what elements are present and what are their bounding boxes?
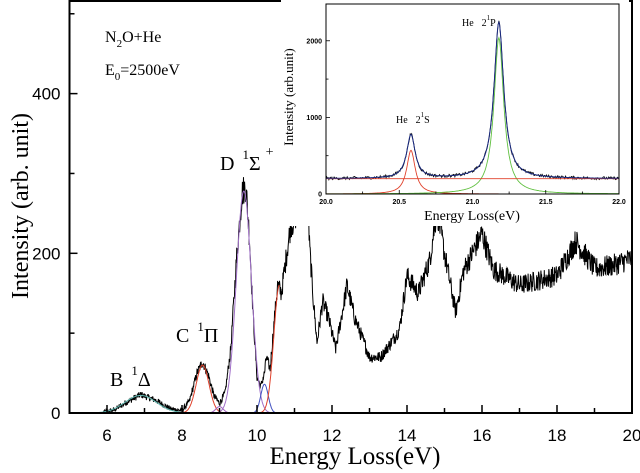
y-tick-label: 0 xyxy=(51,404,60,423)
inset-x-tick-label: 20.0 xyxy=(319,199,333,206)
inset-x-tick-label: 21.0 xyxy=(466,199,480,206)
inset-plot: 20.0 20.5 21.0 21.5 22.0 0 1000 2000 xyxy=(281,0,629,226)
inset-x-tick-label: 20.5 xyxy=(392,199,406,206)
state-c-label: C 1Π xyxy=(176,319,218,347)
inset-x-tick-label: 22.0 xyxy=(612,199,626,206)
x-tick-label: 14 xyxy=(398,426,417,445)
x-tick-label: 10 xyxy=(248,426,267,445)
inset-total-fit-line xyxy=(326,20,619,179)
x-tick-label: 8 xyxy=(177,426,186,445)
inset-x-axis-label: Energy Loss(eV) xyxy=(424,209,520,224)
y-tick-label: 200 xyxy=(32,244,60,263)
x-tick-label: 16 xyxy=(473,426,492,445)
x-tick-label: 12 xyxy=(323,426,342,445)
inset-y-axis-label: Intensity (arb.unit) xyxy=(281,48,296,145)
x-tick-label: 20 xyxy=(623,426,640,445)
x-tick-label: 6 xyxy=(102,426,111,445)
state-d-label: D 1Σ+ xyxy=(220,145,274,175)
spectrum-line xyxy=(69,133,633,414)
inset-peak-label-he-2s: He 21S xyxy=(396,111,430,126)
inset-peak-label-he-2p: He 21P xyxy=(462,14,496,29)
inset-y-tick-label: 0 xyxy=(318,192,322,199)
inset-y-tick-label: 2000 xyxy=(306,38,322,45)
x-tick-label: 18 xyxy=(548,426,567,445)
inset-background xyxy=(281,0,629,226)
y-axis-label: Intensity (arb. unit) xyxy=(8,113,34,299)
x-axis-label: Energy Loss(eV) xyxy=(269,443,440,470)
inset-y-tick-label: 1000 xyxy=(306,115,322,122)
gas-annotation: N2O+He xyxy=(105,29,161,50)
fit-component-3 xyxy=(213,190,274,414)
energy-annotation: E0=2500eV xyxy=(105,62,180,83)
state-b-label: B 1Δ xyxy=(110,363,151,391)
inset-x-tick-label: 21.5 xyxy=(539,199,553,206)
y-tick-label: 400 xyxy=(32,85,60,104)
